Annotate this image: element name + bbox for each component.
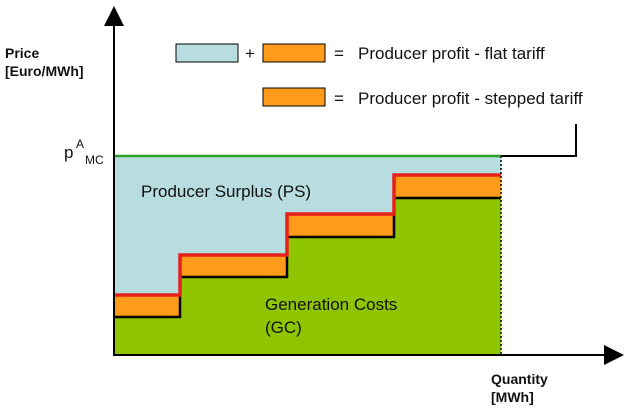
price-label-subscript: MC (85, 153, 104, 167)
producer-surplus-label: Producer Surplus (PS) (141, 182, 311, 201)
legend: + = Producer profit - flat tariff = Prod… (175, 43, 583, 108)
generation-costs-area (114, 198, 501, 355)
legend-equals-1: = (334, 44, 344, 63)
price-label-superscript: A (76, 137, 84, 151)
stepped-tariff-line (114, 173, 501, 297)
y-axis-title-line1: Price (5, 45, 39, 61)
legend-entry-flat: Producer profit - flat tariff (358, 44, 545, 63)
x-axis-title-line2: [MWh] (491, 389, 534, 405)
price-line-extension (501, 124, 577, 157)
generation-costs-label-line2: (GC) (265, 318, 302, 337)
legend-equals-2: = (334, 89, 344, 108)
y-axis-title-line2: [Euro/MWh] (5, 63, 84, 79)
legend-swatch-surplus (175, 43, 239, 63)
legend-plus-sign: + (245, 44, 255, 63)
legend-swatch-orange-2 (262, 87, 326, 107)
x-axis-title-line1: Quantity (491, 371, 548, 387)
stepped-profit-area (114, 175, 501, 317)
price-level-label: p A MC (64, 137, 104, 167)
price-label-main: p (64, 143, 73, 162)
legend-entry-stepped: Producer profit - stepped tariff (358, 89, 583, 108)
legend-swatch-orange-1 (262, 43, 326, 63)
generation-costs-label-line1: Generation Costs (265, 295, 397, 314)
